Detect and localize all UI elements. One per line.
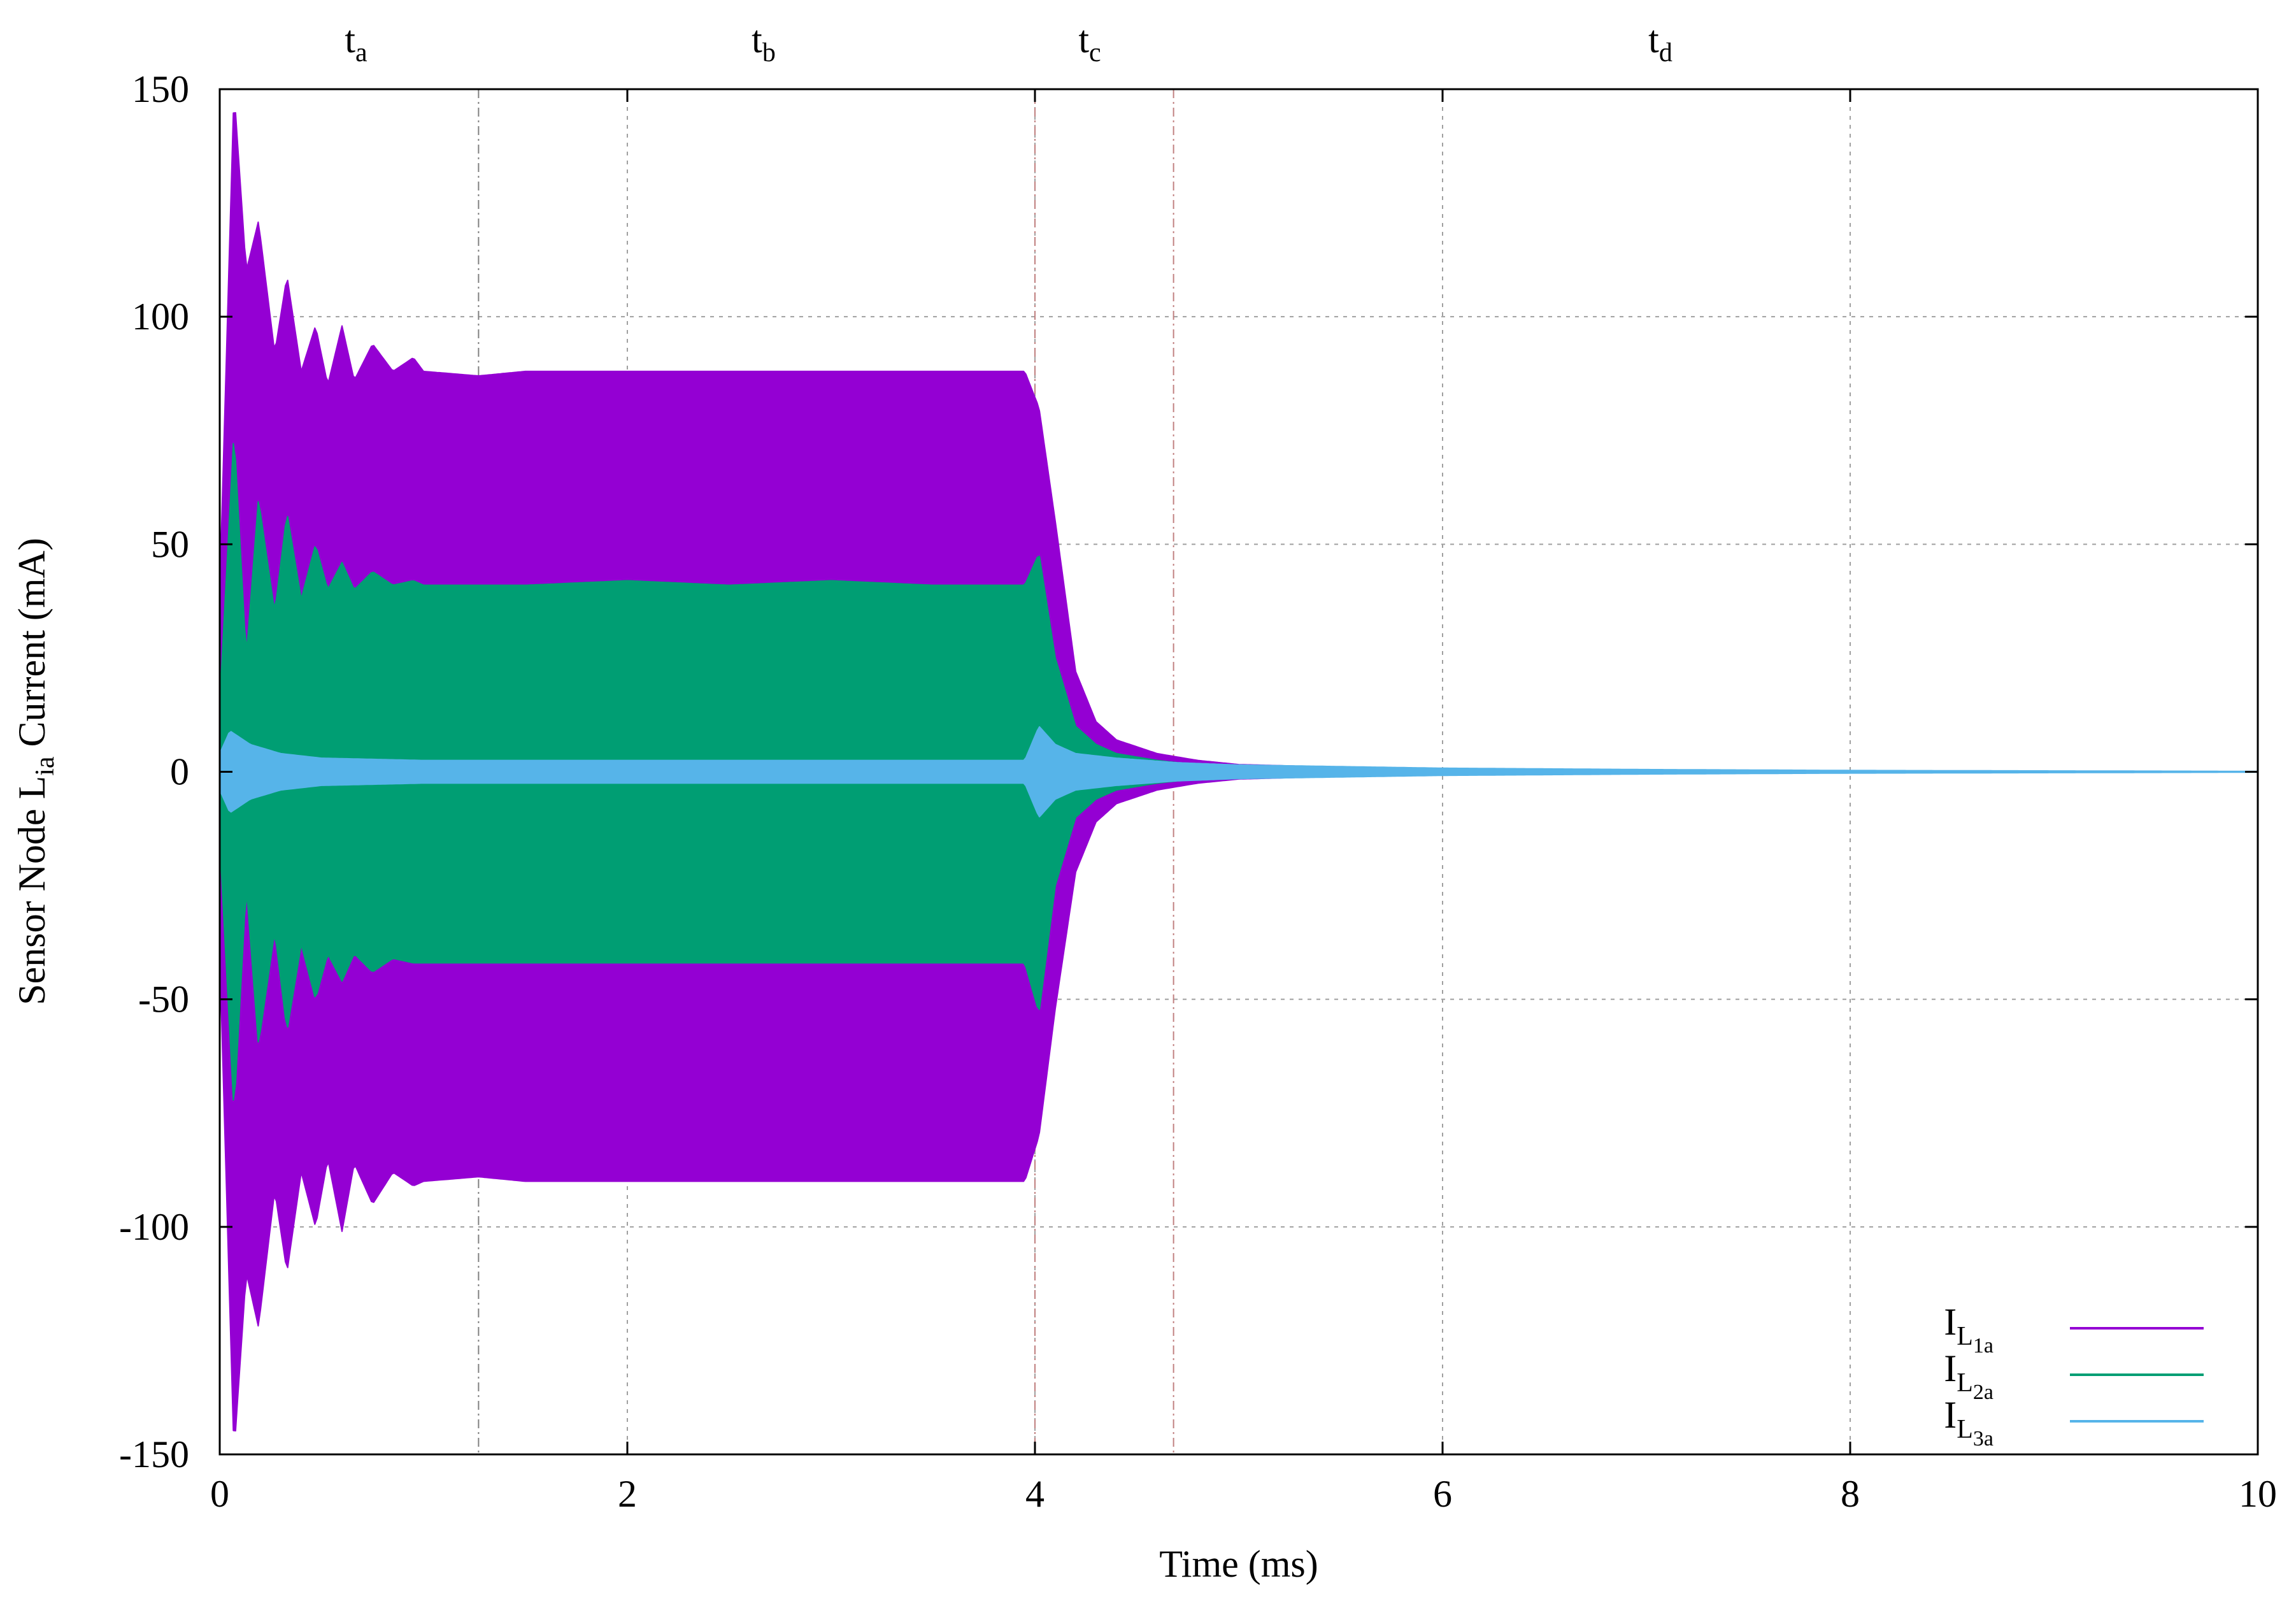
x-tick-label: 8 [1841,1473,1860,1515]
legend-label-subsub: 1a [1973,1334,1993,1358]
phase-label-sub: d [1659,38,1672,68]
y-tick-label: 0 [170,751,189,793]
y-tick-label: -100 [119,1206,189,1248]
phase-label-main: t [1648,18,1659,61]
x-tick-label: 6 [1433,1473,1452,1515]
phase-labels: ta tb tc td [345,18,1672,68]
x-tick-label: 2 [618,1473,637,1515]
phase-boundaries [478,89,1174,1454]
legend-label: IL1a [1944,1301,1993,1358]
phase-label-main: t [345,18,355,61]
phase-label: td [1648,18,1672,68]
legend-label-main: I [1944,1301,1957,1343]
series-layer [219,112,2258,1431]
y-tick-label: 150 [132,68,189,110]
legend-label: IL3a [1944,1394,1993,1451]
legend-label-main: I [1944,1347,1957,1389]
y-axis-title-main: Sensor Node L [11,776,53,1005]
y-axis-title: Sensor Node Lia Current (mA) [11,538,60,1005]
ticks: 0 2 4 6 8 10 150 100 50 0 -50 -100 -150 [119,68,2277,1515]
legend-label-subsub: 3a [1973,1427,1993,1451]
legend-label: IL2a [1944,1347,1993,1404]
x-tick-label: 10 [2239,1473,2277,1515]
phase-label: ta [345,18,367,68]
phase-label-main: t [1078,18,1089,61]
legend-label-sub: L [1957,1415,1973,1444]
y-axis-title-sub: ia [31,756,60,776]
y-tick-label: 100 [132,296,189,338]
y-tick-label: -150 [119,1433,189,1475]
legend-label-sub: L [1957,1322,1973,1351]
phase-label-sub: a [355,38,367,68]
legend-label-main: I [1944,1394,1957,1436]
x-tick-label: 4 [1025,1473,1045,1515]
phase-label-main: t [752,18,762,61]
y-tick-label: -50 [138,979,189,1021]
phase-label-sub: c [1089,38,1101,68]
legend-label-subsub: 2a [1973,1380,1993,1404]
phase-label: tc [1078,18,1101,68]
x-tick-label: 0 [210,1473,229,1515]
phase-label-sub: b [762,38,776,68]
phase-label: tb [752,18,776,68]
y-axis-title-rest: Current (mA) [11,538,53,756]
legend-label-sub: L [1957,1368,1973,1398]
x-axis-title: Time (ms) [1159,1543,1318,1585]
y-tick-label: 50 [151,523,189,565]
